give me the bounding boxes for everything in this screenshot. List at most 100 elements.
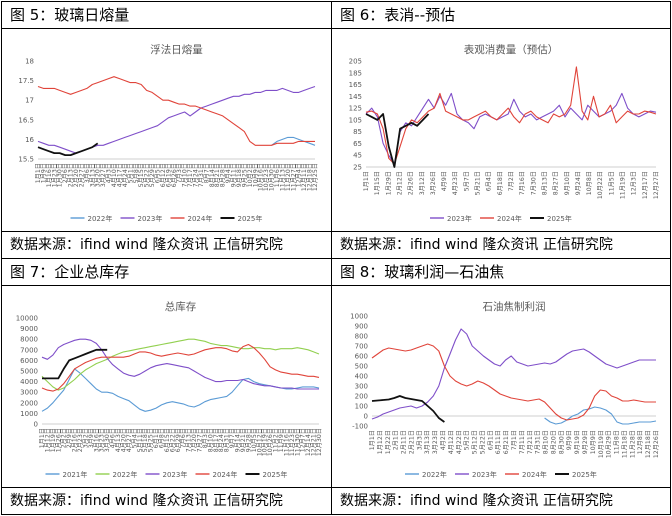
x-tick-label: 5月4日 <box>131 428 138 448</box>
legend-label: 2021年 <box>63 470 88 479</box>
x-tick-label: 7月21日 <box>527 430 534 454</box>
x-tick-label: 9月11日 <box>231 163 238 187</box>
series-line <box>365 92 657 165</box>
legend-item: 2025年 <box>220 214 263 223</box>
x-tick-label: 10月12日 <box>256 428 263 456</box>
x-tick-label: 3月23日 <box>99 428 106 452</box>
x-tick-label: 2月2日 <box>61 428 68 448</box>
x-tick-label: 9月4日 <box>225 163 232 183</box>
x-tick-label: 4月22日 <box>456 430 463 454</box>
x-tick-label: 4月13日 <box>115 428 122 452</box>
x-tick-label: 2月1日 <box>393 430 400 450</box>
series-line <box>37 142 99 156</box>
x-tick-label: 12月4日 <box>296 163 303 187</box>
x-tick-label: 9月9日 <box>566 430 573 450</box>
panel-total-inventory: 图 7：企业总库存 总库存 0 1000 2000 3000 4000 5000 6000 70… <box>1 258 332 515</box>
y-tick-label: 0 <box>364 413 368 421</box>
line-chart: 表观消费量（预估） 25 45 65 85 105 125 145 165 185 205 1月1日 1… <box>349 43 660 223</box>
x-tick-label: 2月21日 <box>408 430 415 454</box>
x-tick-label: 9月29日 <box>582 430 589 454</box>
y-tick-label: 9000 <box>20 325 38 333</box>
x-tick-label: 10月19日 <box>598 430 605 458</box>
y-tick-label: 165 <box>349 81 362 89</box>
x-tick-label: 6月18日 <box>497 171 504 195</box>
y-tick-label: 15.5 <box>18 156 34 164</box>
y-tick-label: 16.5 <box>18 116 34 124</box>
x-tick-label: 7月27日 <box>197 428 204 452</box>
panel-petcoke-profit: 图 8：玻璃利润—石油焦 石油焦制利润 -100 0 100 200 300 400 500 6… <box>331 258 671 515</box>
x-tick-label: 5月21日 <box>475 171 482 195</box>
legend-label: 2022年 <box>88 214 113 223</box>
x-tick-label: 12月11日 <box>301 163 308 191</box>
x-tick-label: 5月11日 <box>137 428 144 452</box>
legend-item: 2022年 <box>95 470 137 479</box>
x-tick-label: 5月2日 <box>464 430 471 450</box>
x-tick-label: 8月3日 <box>202 428 209 448</box>
legend-label: 2025年 <box>238 214 263 223</box>
legend-item: 2025年 <box>530 214 572 223</box>
x-tick-label: 11月8日 <box>614 430 621 454</box>
x-tick-label: 3月12日 <box>419 171 426 195</box>
x-tick-label: 3月13日 <box>424 430 431 454</box>
y-tick-label: 2000 <box>20 399 38 407</box>
x-tick-label: 12月7日 <box>300 428 307 452</box>
x-tick-label: 9月28日 <box>245 428 252 452</box>
x-tick-label: 10月9日 <box>252 163 259 187</box>
x-tick-label: 8月31日 <box>224 428 231 452</box>
chart-title: 石油焦制利润 <box>483 300 546 313</box>
y-tick-label: 300 <box>355 383 368 391</box>
panel-heading: 图 5：玻璃日熔量 <box>2 2 331 29</box>
series-line <box>544 406 657 425</box>
legend-label: 2023年 <box>138 214 163 223</box>
x-tick-label: 6月5日 <box>154 163 161 183</box>
x-tick-label: 1月23日 <box>51 163 58 187</box>
x-tick-label: 9月19日 <box>574 430 581 454</box>
x-tick-label: 12月18日 <box>645 430 652 458</box>
x-tick-label: 11月16日 <box>283 428 290 456</box>
x-tick-label: 7月24日 <box>193 163 200 187</box>
x-tick-label: 7月13日 <box>186 428 193 452</box>
panel-source: 数据来源：ifind wind 隆众资讯 正信研究院 <box>2 487 331 514</box>
x-tick-label: 9月10日 <box>564 171 571 195</box>
x-tick-label: 10月29日 <box>606 430 613 458</box>
legend-label: 2025年 <box>263 470 288 479</box>
panel-apparent-consumption: 图 6：表消--预估 表观消费量（预估） 25 45 65 85 105 125 145 165… <box>331 1 671 259</box>
x-tick-label: 5月1日 <box>127 163 134 183</box>
x-tick-label: 3月26日 <box>430 171 437 195</box>
x-tick-label: 6月26日 <box>171 163 178 187</box>
y-tick-label: 4000 <box>20 378 38 386</box>
y-tick-label: 10000 <box>16 315 38 323</box>
x-tick-label: 6月1日 <box>153 428 160 448</box>
x-tick-label: 5月18日 <box>142 428 149 452</box>
line-chart: 石油焦制利润 -100 0 100 200 300 400 500 600 700 800 900 10… <box>350 300 660 479</box>
chart-title: 总库存 <box>165 300 197 313</box>
series-line <box>42 348 108 380</box>
x-tick-label: 4月24日 <box>122 163 129 187</box>
x-tick-label: 6月22日 <box>169 428 176 452</box>
y-tick-label: -100 <box>352 423 368 431</box>
x-tick-label: 5月22日 <box>144 163 151 187</box>
legend-label: 2023年 <box>447 214 472 223</box>
x-tick-label: 8月24日 <box>218 428 225 452</box>
x-tick-label: 12月30日 <box>316 428 323 456</box>
x-tick-label: 12月14日 <box>305 428 312 456</box>
x-tick-label: 3月13日 <box>89 163 96 187</box>
x-tick-label: 12月27日 <box>653 171 660 199</box>
x-tick-label: 10月22日 <box>597 171 604 199</box>
legend-item: 2024年 <box>195 470 238 479</box>
panel-heading: 图 8：玻璃利润—石油焦 <box>332 259 670 286</box>
x-tick-label: 12月26日 <box>653 430 660 458</box>
x-tick-label: 4月3日 <box>106 163 113 183</box>
x-tick-label: 1月12日 <box>377 430 384 454</box>
x-tick-label: 11月5日 <box>608 171 615 195</box>
panel-heading: 图 7：企业总库存 <box>2 259 331 286</box>
x-tick-label: 8月14日 <box>209 163 216 187</box>
x-tick-label: 12月18日 <box>307 163 314 191</box>
legend-label: 2023年 <box>472 470 497 479</box>
x-tick-label: 3月16日 <box>93 428 100 452</box>
x-tick-label: 2月12日 <box>396 171 403 195</box>
chart-area: 总库存 0 1000 2000 3000 4000 5000 6000 7000 8000 9000… <box>2 286 331 487</box>
legend-label: 2024年 <box>213 470 238 479</box>
y-tick-label: 205 <box>349 58 362 66</box>
